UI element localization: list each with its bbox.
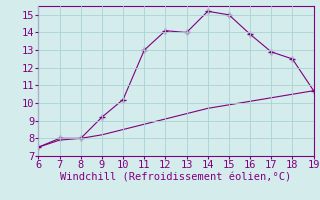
X-axis label: Windchill (Refroidissement éolien,°C): Windchill (Refroidissement éolien,°C) bbox=[60, 173, 292, 183]
